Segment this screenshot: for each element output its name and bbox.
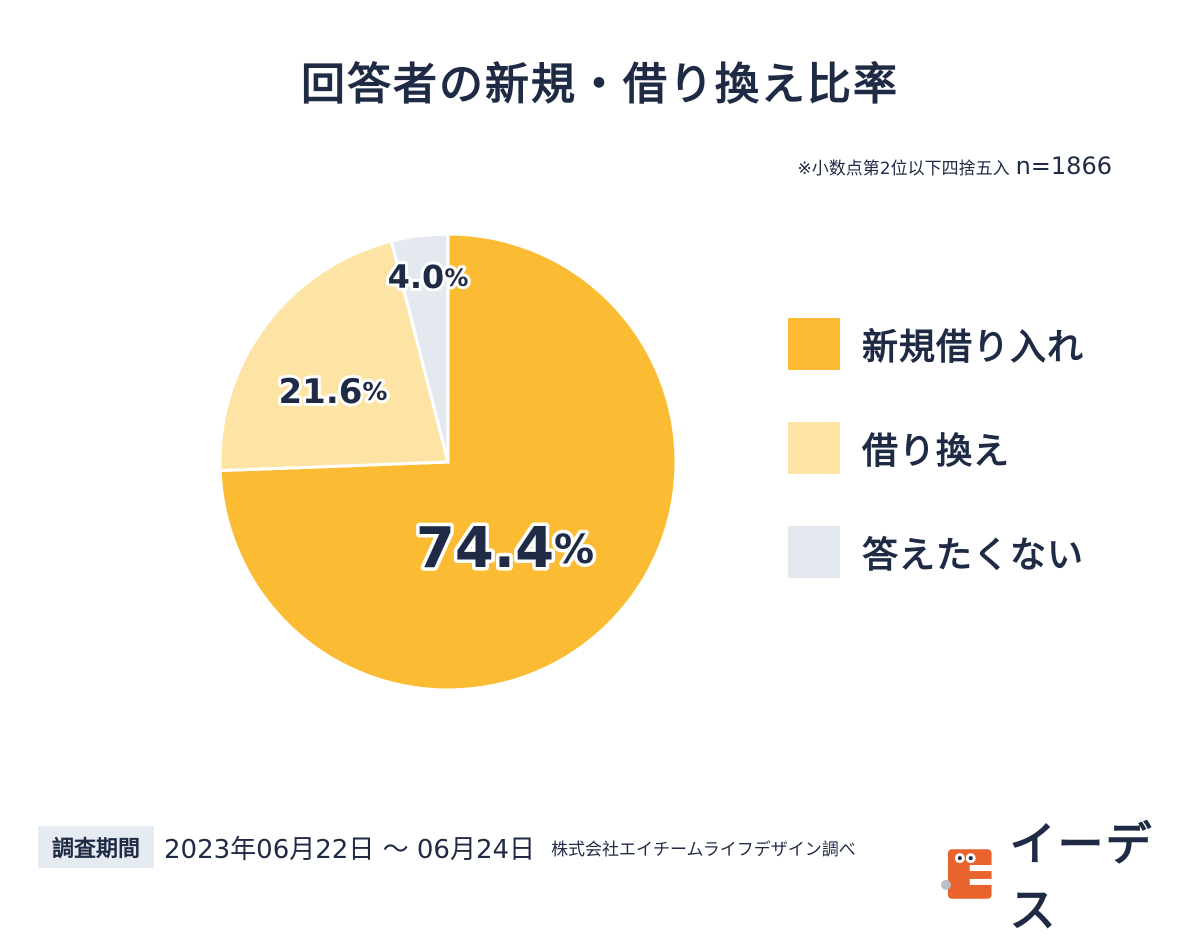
pie-chart: 74.4% 21.6% 4.0% (218, 232, 678, 692)
pie-slice-no-answer (389, 232, 450, 463)
brand: イーデス (940, 808, 1200, 940)
legend-item-no-answer: 答えたくない (788, 526, 1084, 578)
footer: 調査期間 2023年06月22日 〜 06月24日 株式会社エイチームライフデザ… (38, 826, 856, 868)
slice-label-new-loan: 74.4% (416, 516, 594, 581)
chart-title: 回答者の新規・借り換え比率 (301, 59, 899, 110)
slice-label-no-answer: 4.0% (388, 258, 469, 296)
brand-name: イーデス (1009, 817, 1154, 937)
legend: 新規借り入れ 借り換え 答えたくない (788, 318, 1084, 630)
chart-note: ※小数点第2位以下四捨五入 n=1866 (798, 152, 1112, 180)
survey-period-dates: 2023年06月22日 〜 06月24日 (164, 834, 536, 865)
legend-label: 答えたくない (862, 535, 1085, 576)
sample-size: n=1866 (1015, 152, 1112, 180)
legend-label: 借り換え (862, 431, 1011, 472)
legend-swatch (788, 422, 840, 474)
surveyor-credit: 株式会社エイチームライフデザイン調べ (551, 839, 856, 860)
slice-label-refinance: 21.6% (279, 372, 388, 412)
rounding-note: ※小数点第2位以下四捨五入 (797, 159, 1010, 179)
survey-period-label: 調査期間 (38, 826, 155, 868)
e-mascot-logo-icon (940, 849, 992, 899)
legend-swatch (788, 526, 840, 578)
legend-item-new-loan: 新規借り入れ (788, 318, 1084, 370)
legend-swatch (788, 318, 840, 370)
pie-slice-refinance (218, 239, 450, 473)
legend-label: 新規借り入れ (862, 327, 1085, 368)
legend-item-refinance: 借り換え (788, 422, 1084, 474)
